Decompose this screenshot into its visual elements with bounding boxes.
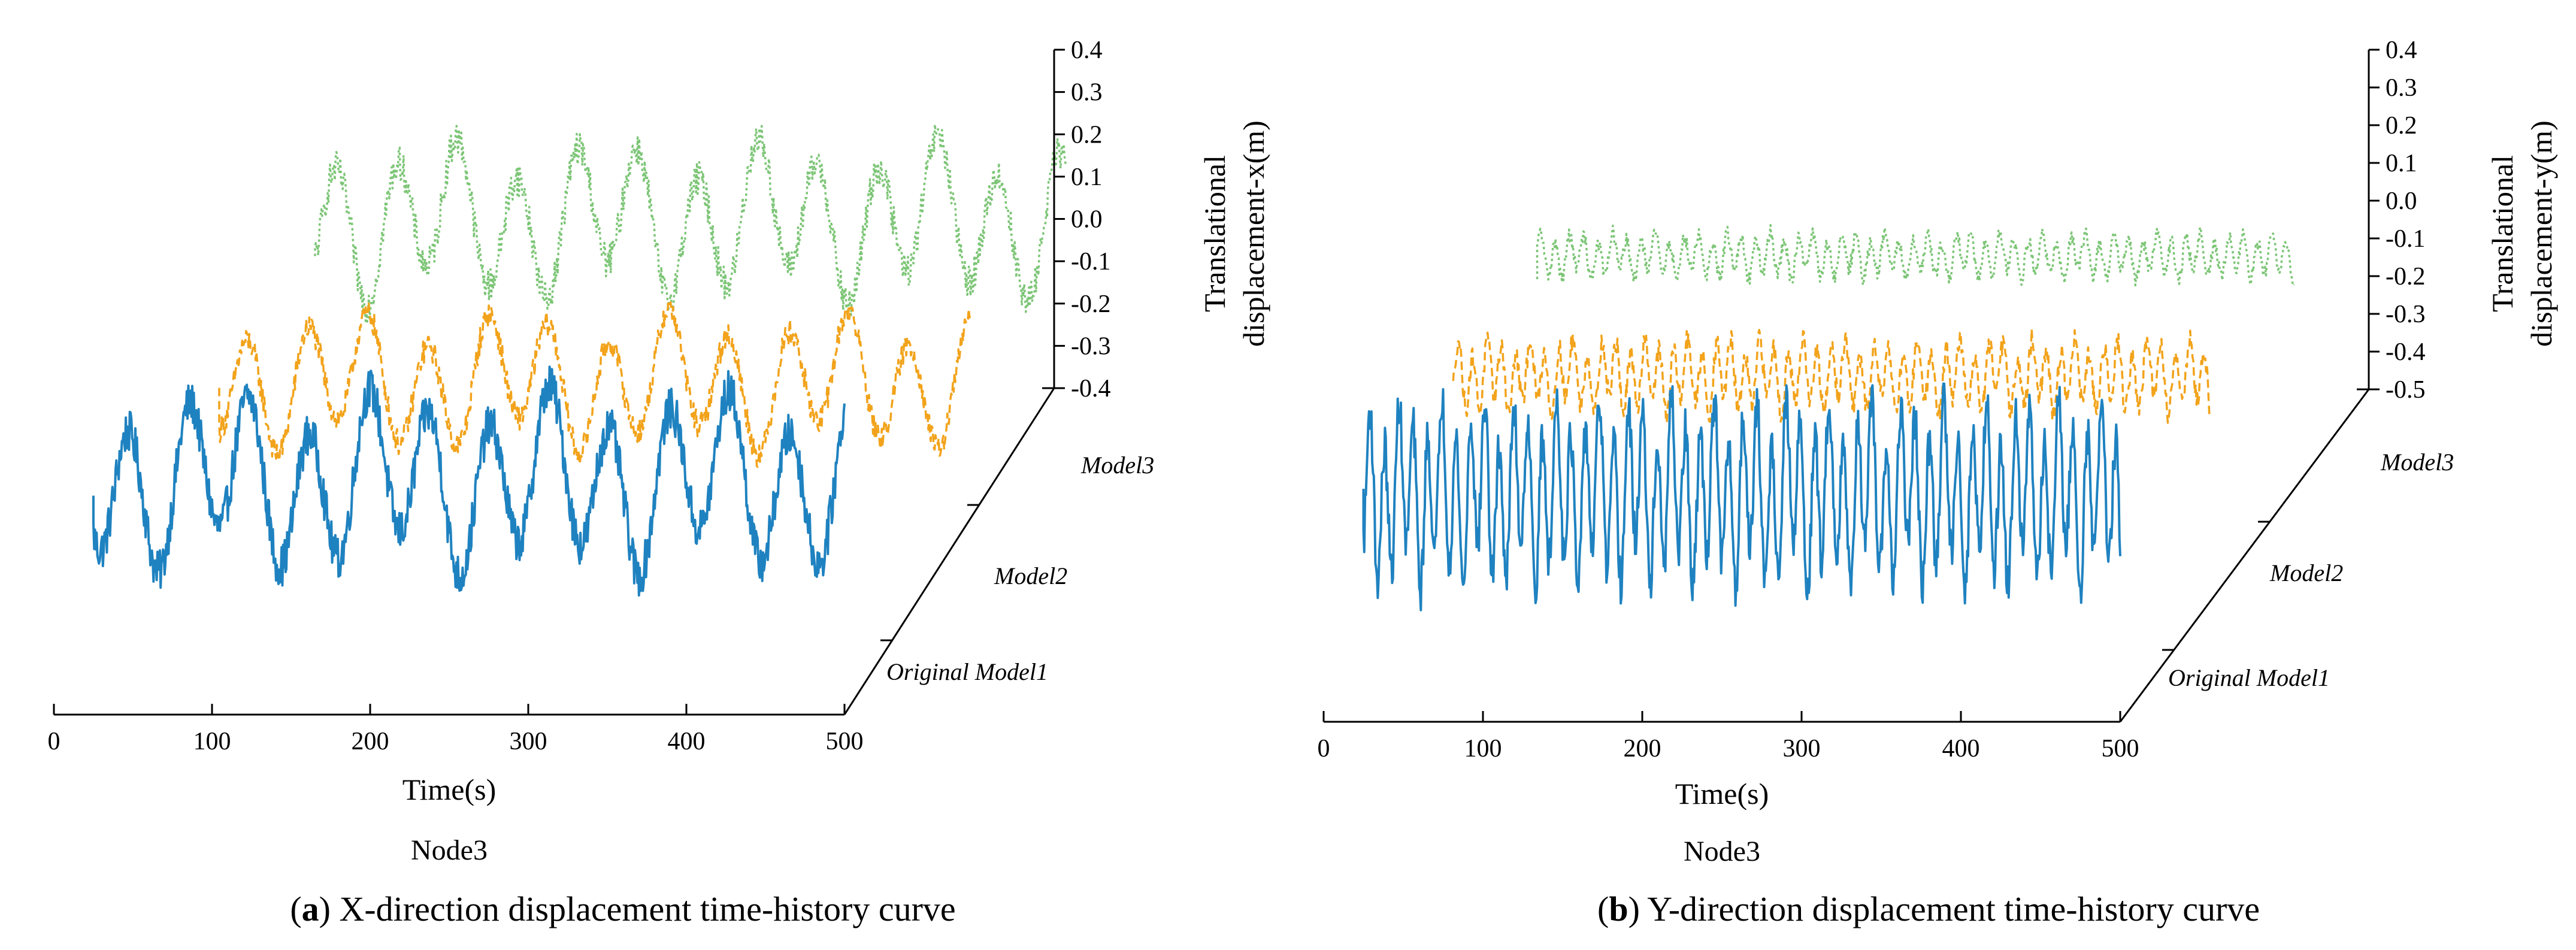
panel-b-depth-axis xyxy=(2119,389,2370,722)
panel-a-series-group xyxy=(92,123,1067,597)
panel-b-ztick-label: 0.3 xyxy=(2386,74,2417,102)
panel-a-depth-label-model2: Model2 xyxy=(994,562,1067,589)
panel-b-depth-label-model1: Original Model1 xyxy=(2168,664,2330,691)
panel-b-depth-label-model3: Model3 xyxy=(2380,449,2454,476)
panel-a-depth-axis xyxy=(843,388,1055,715)
panel-b-xtick-label: 500 xyxy=(2102,735,2139,763)
panel-a-series-model2 xyxy=(218,301,971,468)
panel-a-xlabel: Time(s) xyxy=(402,773,497,806)
panel-a-series-model3 xyxy=(314,123,1067,323)
panel-a-series-original-model1 xyxy=(92,365,846,597)
panel-b-ztick-label: -0.5 xyxy=(2386,376,2426,404)
panel-b-zlabel-line2: displacement-y(m) xyxy=(2524,120,2558,347)
panel-a-ztick-label: -0.1 xyxy=(1071,248,1111,276)
panel-b-zlabel-line1: Translational xyxy=(2486,155,2519,312)
panel-a-ztick-label: 0.1 xyxy=(1071,164,1103,191)
panel-a-depth-ticks xyxy=(880,387,1054,642)
panel-b-xtick-label: 100 xyxy=(1464,735,1502,763)
panel-a-xtick-label: 0 xyxy=(48,728,60,755)
panel-b-ztick-label: 0.4 xyxy=(2386,37,2417,64)
panel-a-ztick-label: 0.0 xyxy=(1071,206,1103,234)
panel-a-ztick-label: -0.2 xyxy=(1071,291,1111,318)
panel-a-depth-label-model3: Model3 xyxy=(1080,452,1154,479)
panel-b-ztick-label: -0.4 xyxy=(2386,338,2426,366)
panel-b-ztick-label: -0.2 xyxy=(2386,263,2426,291)
panel-a-xtick-label: 400 xyxy=(668,728,706,755)
panel-b-ztick-label: 0.0 xyxy=(2386,187,2417,215)
panel-b-caption: (b) Y-direction displacement time-histor… xyxy=(1597,890,2260,928)
panel-b-xtick-label: 0 xyxy=(1318,735,1330,763)
panel-b-series-model2 xyxy=(1452,328,2211,424)
panel-b-caption-letter: b xyxy=(1609,890,1628,928)
panel-a-depth-label-model1: Original Model1 xyxy=(886,658,1048,685)
panel-a-chart: 0 100 200 300 400 500 Original Model1 Model2 … xyxy=(48,37,1271,928)
panel-b-xtick-label: 200 xyxy=(1624,735,1661,763)
panel-a-ztick-label: 0.2 xyxy=(1071,121,1103,149)
panel-a-caption-text: X-direction displacement time-history cu… xyxy=(339,890,955,928)
panel-b-depth-ticks xyxy=(2162,388,2369,651)
panel-a-caption-letter: a xyxy=(302,890,319,928)
panel-a-xtick-label: 500 xyxy=(826,728,864,755)
panel-b-chart: 0 100 200 300 400 500 Original Model1 Model2 … xyxy=(1318,37,2559,928)
panel-b-time-ticks: 0 100 200 300 400 500 xyxy=(1318,711,2139,763)
panel-b-node-label: Node3 xyxy=(1684,836,1760,867)
panel-b-xtick-label: 400 xyxy=(1942,735,1980,763)
panel-a-ztick-label: 0.3 xyxy=(1071,79,1103,107)
panel-a-xtick-label: 100 xyxy=(193,728,231,755)
panel-b-displacement-ticks: 0.4 0.3 0.2 0.1 0.0 -0.1 -0.2 -0.3 -0.4 -0.5 xyxy=(2369,37,2426,404)
panel-a-ztick-label: -0.4 xyxy=(1071,375,1111,403)
panel-a-xtick-label: 200 xyxy=(352,728,389,755)
panel-b-ztick-label: 0.2 xyxy=(2386,112,2417,140)
panel-a-xtick-label: 300 xyxy=(510,728,547,755)
panel-b-series-original-model1 xyxy=(1362,382,2121,612)
panel-a-caption: (a) X-direction displacement time-histor… xyxy=(290,890,955,928)
panel-a-ztick-label: -0.3 xyxy=(1071,332,1111,360)
panel-b-ztick-label: -0.3 xyxy=(2386,301,2426,328)
panel-b-ztick-label: -0.1 xyxy=(2386,225,2426,253)
panel-b-caption-text: Y-direction displacement time-history cu… xyxy=(1647,890,2260,928)
panel-b-depth-label-model2: Model2 xyxy=(2269,559,2343,586)
panel-a-node-label: Node3 xyxy=(411,834,488,866)
panel-b-series-model3 xyxy=(1536,224,2295,287)
panel-b-ztick-label: 0.1 xyxy=(2386,150,2417,177)
panel-b-xlabel: Time(s) xyxy=(1675,777,1769,810)
panel-a-zlabel-line1: Translational xyxy=(1198,155,1231,312)
panel-a-ztick-label: 0.4 xyxy=(1071,37,1103,64)
panel-a-zlabel-line2: displacement-x(m) xyxy=(1237,120,1270,347)
panel-a-displacement-ticks: 0.4 0.3 0.2 0.1 0.0 -0.1 -0.2 -0.3 -0.4 xyxy=(1054,37,1111,403)
panel-b-series-group xyxy=(1362,224,2295,612)
panel-b-xtick-label: 300 xyxy=(1783,735,1821,763)
panel-a-time-ticks: 0 100 200 300 400 500 xyxy=(48,704,864,755)
